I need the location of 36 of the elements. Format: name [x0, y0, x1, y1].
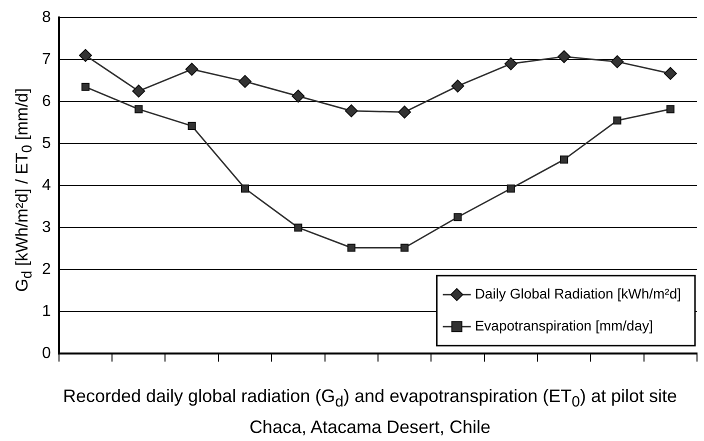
- legend-label: Daily Global Radiation [kWh/m²d]: [474, 285, 681, 302]
- point: [454, 213, 462, 222]
- y-tick-label: 8: [42, 9, 51, 26]
- point: [610, 55, 624, 68]
- point: [240, 184, 250, 193]
- point: [558, 50, 571, 64]
- point: [398, 106, 412, 119]
- point: [292, 90, 305, 103]
- point: [134, 105, 143, 114]
- y-tick-label: 5: [42, 135, 51, 152]
- y-tick-label: 1: [42, 303, 51, 320]
- point: [613, 116, 622, 125]
- point: [132, 84, 146, 98]
- point: [664, 66, 677, 80]
- point: [78, 48, 92, 62]
- point: [238, 74, 252, 88]
- y-tick-label: 3: [42, 219, 51, 236]
- y-tick-label: 0: [42, 345, 51, 362]
- y-tick-label: 7: [42, 51, 51, 68]
- point: [560, 156, 568, 164]
- y-tick-label: 6: [42, 93, 51, 110]
- text: Recorded daily global radiation (G$_{d}$) and evapotranspiration (ET$_{0}$) at pilot site Chaca, Atacama Desert, Chile: [62, 386, 677, 437]
- point: [451, 80, 464, 93]
- point: [294, 224, 302, 232]
- point: [504, 57, 518, 70]
- point: [506, 184, 515, 193]
- point: [81, 82, 90, 91]
- legend-label: Evapotranspiration [mm/day]: [474, 317, 654, 334]
- point: [347, 244, 356, 252]
- point: [666, 105, 674, 114]
- point: [185, 62, 198, 76]
- point: [400, 244, 409, 252]
- y-tick-label: 2: [42, 261, 51, 278]
- point: [188, 122, 196, 130]
- point: [344, 104, 358, 118]
- y-tick-label: 4: [42, 177, 51, 194]
